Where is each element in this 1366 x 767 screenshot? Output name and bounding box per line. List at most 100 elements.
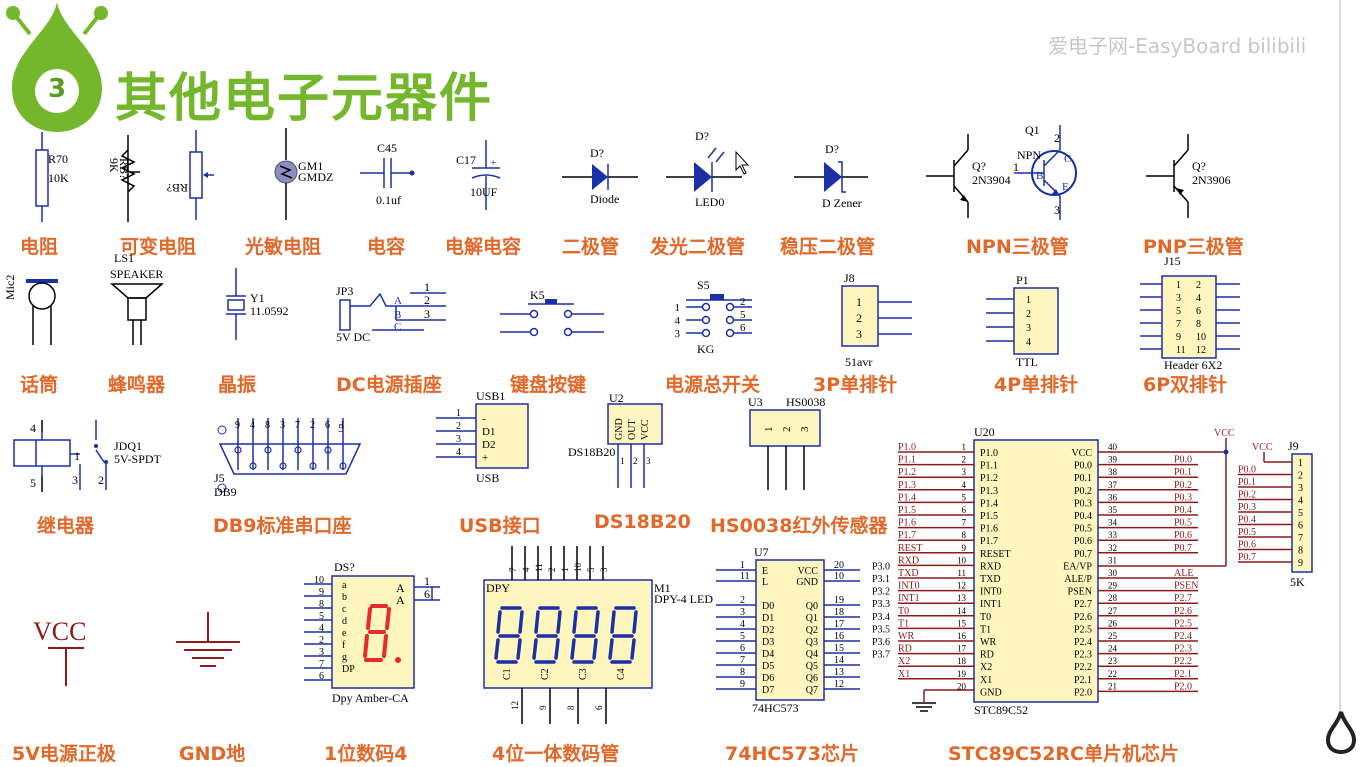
y1-ref: Y1 <box>250 291 265 305</box>
u7-right-name: Q7 <box>806 685 818 696</box>
u20-left-net: P1.6 <box>898 518 916 529</box>
speaker-value: SPEAKER <box>110 267 163 281</box>
chip-stc89c52: U20 STC89C52 VCC <box>912 425 1235 717</box>
db9-pin: 8 <box>265 420 270 431</box>
j15-right-pin: 8 <box>1196 319 1201 330</box>
seg4-top-pin: 11 <box>534 563 544 572</box>
seg1-pin: 8 <box>319 599 324 610</box>
seg4-segment <box>592 638 598 660</box>
j9-pin: 1 <box>1298 458 1303 469</box>
jp3-pin1: 1 <box>424 280 430 294</box>
u7-right-name: Q4 <box>806 649 818 660</box>
label-hs0038: HS0038红外传感器 <box>710 515 888 537</box>
s5-value: KG <box>697 342 715 356</box>
u7-value: 74HC573 <box>752 701 799 715</box>
relay-pin3: 3 <box>72 473 78 487</box>
usb-value: USB <box>476 471 499 485</box>
u7-right-pin: 16 <box>834 631 844 642</box>
u20-left-name: T0 <box>980 612 991 623</box>
j9-pin: 5 <box>1298 508 1303 519</box>
c17-polarity: + <box>490 157 496 169</box>
u20-right-name: EA/VP <box>1063 561 1092 572</box>
q-npn-a-ref: Q? <box>972 159 986 173</box>
j9-pin: 7 <box>1298 533 1303 544</box>
u7-left-name: D4 <box>762 649 774 660</box>
u7-left-pin: 8 <box>740 667 745 678</box>
label-gnd: GND地 <box>179 743 246 765</box>
u20-left-net: REST <box>898 543 922 554</box>
j8-value: 51avr <box>845 355 872 369</box>
seg1-a2: A <box>396 593 405 607</box>
led-value: LED0 <box>695 195 724 209</box>
y1-value: 11.0592 <box>250 304 289 318</box>
u20-left-pin: 6 <box>962 505 967 515</box>
seg4-segment <box>630 638 636 660</box>
u20-right-pin: 36 <box>1108 492 1118 502</box>
u3-pin: 1 <box>763 427 775 433</box>
label-photoresistor: 光敏电阻 <box>245 236 322 258</box>
u7-right-pin: 19 <box>834 595 844 606</box>
u20-left-pin: 9 <box>962 543 967 553</box>
seg4-segment <box>554 638 560 660</box>
u2-pin: 3 <box>646 456 651 466</box>
diode-ref: D? <box>590 146 604 160</box>
u20-right-net: P2.4 <box>1174 631 1192 642</box>
u7-right-name: GND <box>796 577 818 588</box>
u20-left-net: P1.5 <box>898 505 916 516</box>
s5-left-pin: 1 <box>675 302 681 314</box>
u20-left-name: P1.1 <box>980 461 998 472</box>
u7-left-name: D2 <box>762 625 774 636</box>
c45-value: 0.1uf <box>376 193 401 207</box>
u20-right-net: P0.4 <box>1174 505 1192 516</box>
u20-right-name: P0.0 <box>1074 461 1092 472</box>
u20-left-net: RD <box>898 644 912 655</box>
usb-pin: 1 <box>456 408 461 419</box>
jp3-a: A <box>394 295 402 307</box>
j15-right-pin: 4 <box>1196 293 1201 304</box>
u20-right-net: P2.1 <box>1174 669 1192 680</box>
header-p1: P1 TTL <box>1013 273 1059 369</box>
u7-right-pin: 10 <box>834 571 844 582</box>
key-button-k5: K5 <box>500 288 604 337</box>
relay-pin4: 4 <box>30 421 36 435</box>
u3-value: HS0038 <box>786 395 825 409</box>
gm-ref: GM1 <box>298 159 323 173</box>
u20-left-net: TXD <box>898 568 919 579</box>
u7-right-pin: 12 <box>834 679 844 690</box>
u20-right-name: P2.4 <box>1074 637 1092 648</box>
j8-pin: 3 <box>856 327 862 341</box>
u20-right-pin: 34 <box>1108 518 1118 528</box>
u20-right-name: VCC <box>1071 448 1092 459</box>
mic-ref: Mic2 <box>3 275 17 300</box>
u20-left-net: T1 <box>898 618 909 629</box>
seg1-pin: 9 <box>319 587 324 598</box>
u20-right-pin: 35 <box>1108 505 1118 515</box>
label-led: 发光二极管 <box>650 236 746 258</box>
seg4-segment <box>632 610 638 634</box>
u20-left-port: P3.4 <box>872 612 890 623</box>
j8-pin: 2 <box>856 311 862 325</box>
u20-left-pin: 13 <box>957 593 967 603</box>
j15-right-pin: 6 <box>1196 306 1201 317</box>
header-j8: J8 51avr <box>841 271 879 369</box>
electrolytic-c17: + C17 10UF <box>456 140 501 210</box>
u20-right-net: P0.0 <box>1174 455 1192 466</box>
label-header-4p: 4P单排针 <box>994 374 1079 396</box>
u20-right-net: P0.1 <box>1174 467 1192 478</box>
diode: D? Diode <box>562 146 638 206</box>
seg1-pin: 7 <box>319 659 324 670</box>
u20-right-pin: 25 <box>1108 631 1118 641</box>
zener-value: D Zener <box>822 196 862 210</box>
seg1-pin: 5 <box>319 611 324 622</box>
u20-right-name: P2.0 <box>1074 687 1092 698</box>
usb-pin: 4 <box>456 447 461 458</box>
zener-diode: D? D Zener <box>794 142 868 210</box>
j15-left-pin: 7 <box>1176 319 1181 330</box>
seg4-digit-label: C4 <box>616 668 627 680</box>
jp3-value: 5V DC <box>336 330 370 344</box>
seg4-bottom-pin: 8 <box>566 705 576 710</box>
p1-ref: P1 <box>1016 273 1029 287</box>
label-mic: 话筒 <box>20 374 59 396</box>
db9-ref: J5 <box>214 471 225 485</box>
j9-net: P0.1 <box>1238 477 1256 488</box>
